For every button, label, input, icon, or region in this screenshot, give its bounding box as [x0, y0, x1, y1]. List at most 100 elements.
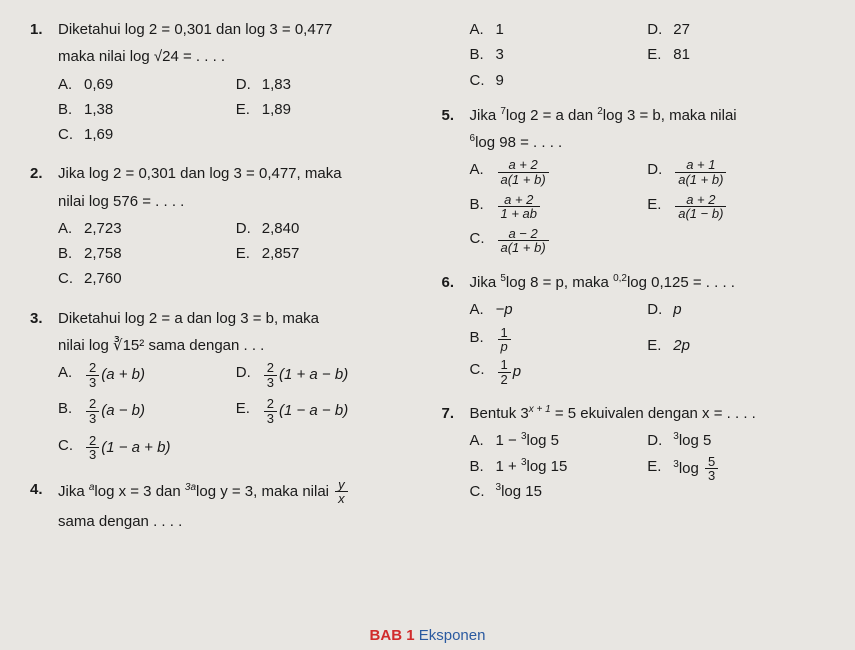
- q2-body: Jika log 2 = 0,301 dan log 3 = 0,477, ma…: [58, 162, 414, 292]
- q3-e-post: (1 − a − b): [279, 402, 348, 419]
- q6-c-letter: C.: [470, 358, 496, 381]
- q5-number: 5.: [442, 104, 470, 257]
- q6-sa: Jika: [470, 274, 501, 291]
- q6-sc: log 0,125 = . . . .: [627, 274, 735, 291]
- q4-number: 4.: [30, 478, 58, 538]
- q1-e-value: 1,89: [262, 98, 291, 121]
- q4-stem-line2: sama dengan . . . .: [58, 510, 414, 533]
- q3-d-value: 23(1 + a − b): [262, 361, 348, 389]
- q7-body: Bentuk 3x + 1 = 5 ekuivalen dengan x = .…: [470, 402, 826, 505]
- q4-a-value: 1: [496, 18, 504, 41]
- q2-d-value: 2,840: [262, 217, 300, 240]
- q4-options-block: A.1 B.3 C.9 D.27 E.81: [442, 18, 826, 94]
- q5-a-value: a + 2a(1 + b): [498, 158, 549, 186]
- q3-b-post: (a − b): [101, 402, 145, 419]
- q5-b-value: a + 21 + ab: [498, 193, 541, 221]
- q7-b-post: log 15: [527, 458, 568, 475]
- q6-b-num: 1: [498, 326, 511, 340]
- q6-e-letter: E.: [647, 334, 673, 357]
- q6-c-value: 12p: [496, 358, 522, 386]
- q6-sb: log 8 = p, maka: [506, 274, 613, 291]
- q2-b-letter: B.: [58, 242, 84, 265]
- q3-b-den: 3: [86, 411, 99, 426]
- q5-s2: log 98 = . . . .: [475, 134, 562, 151]
- q4-b-letter: B.: [470, 43, 496, 66]
- q7-e-den: 3: [705, 468, 718, 483]
- q7-options: A.1 − 3log 5 B.1 + 3log 15 C.3log 15 D.3…: [470, 429, 826, 505]
- q2-a-value: 2,723: [84, 217, 122, 240]
- q1-a-value: 0,69: [84, 73, 113, 96]
- q7-b-pre: 1 +: [496, 458, 521, 475]
- q1-d-value: 1,83: [262, 73, 291, 96]
- q7-d-post: log 5: [679, 432, 712, 449]
- q4-s1a: Jika: [58, 483, 89, 500]
- q6-number: 6.: [442, 271, 470, 388]
- q7-b-letter: B.: [470, 455, 496, 478]
- q4-opts-spacer: [442, 18, 470, 94]
- q5-d-value: a + 1a(1 + b): [675, 158, 726, 186]
- q3-b-letter: B.: [58, 397, 84, 420]
- q4-options: A.1 B.3 C.9 D.27 E.81: [470, 18, 826, 94]
- q3-d-num: 2: [264, 361, 277, 375]
- q1-body: Diketahui log 2 = 0,301 dan log 3 = 0,47…: [58, 18, 414, 148]
- q6-e-value: 2p: [673, 334, 690, 357]
- q6-b-den: p: [498, 339, 511, 354]
- q6-b-letter: B.: [470, 326, 496, 349]
- q7-e-pre: log: [679, 460, 703, 477]
- q1-a-letter: A.: [58, 73, 84, 96]
- q7-number: 7.: [442, 402, 470, 505]
- q3-a-den: 3: [86, 375, 99, 390]
- q1-e-letter: E.: [236, 98, 262, 121]
- q4-s1b: log x = 3 dan: [94, 483, 184, 500]
- q5-a-num: a + 2: [505, 158, 540, 172]
- q5-b-den: 1 + ab: [498, 206, 541, 221]
- q3-c-den: 3: [86, 447, 99, 462]
- q7-sb: = 5 ekuivalen dengan x = . . . .: [551, 405, 756, 422]
- q2-number: 2.: [30, 162, 58, 292]
- q2-stem-line1: Jika log 2 = 0,301 dan log 3 = 0,477, ma…: [58, 162, 414, 185]
- q6-stem: Jika 5log 8 = p, maka 0,2log 0,125 = . .…: [470, 271, 826, 294]
- q2-d-letter: D.: [236, 217, 262, 240]
- q5-a-letter: A.: [470, 158, 496, 181]
- q2-options: A.2,723 B.2,758 C.2,760 D.2,840 E.2,857: [58, 217, 414, 293]
- q4-c-letter: C.: [470, 69, 496, 92]
- question-5: 5. Jika 7log 2 = a dan 2log 3 = b, maka …: [442, 104, 826, 257]
- q6-d-letter: D.: [647, 298, 673, 321]
- q5-e-letter: E.: [647, 193, 673, 216]
- q5-b-num: a + 2: [501, 193, 536, 207]
- q4-frac-num: y: [335, 478, 348, 492]
- q3-stem-line2: nilai log ∛15² sama dengan . . .: [58, 334, 414, 357]
- q5-a-den: a(1 + b): [498, 172, 549, 187]
- q2-e-value: 2,857: [262, 242, 300, 265]
- q7-b-value: 1 + 3log 15: [496, 455, 568, 478]
- q5-e-value: a + 2a(1 − b): [675, 193, 726, 221]
- question-4: 4. Jika alog x = 3 dan 3alog y = 3, maka…: [30, 478, 414, 538]
- q2-a-letter: A.: [58, 217, 84, 240]
- q5-body: Jika 7log 2 = a dan 2log 3 = b, maka nil…: [470, 104, 826, 257]
- q7-c-value: 3log 15: [496, 480, 542, 503]
- q7-d-letter: D.: [647, 429, 673, 452]
- q5-options: A.a + 2a(1 + b) B.a + 21 + ab C.a − 2a(1…: [470, 158, 826, 257]
- question-6: 6. Jika 5log 8 = p, maka 0,2log 0,125 = …: [442, 271, 826, 388]
- q3-a-post: (a + b): [101, 366, 145, 383]
- q5-c-value: a − 2a(1 + b): [498, 227, 549, 255]
- q3-options: A. 23(a + b) B. 23(a − b) C. 23(1 − a + …: [58, 361, 414, 464]
- footer-rest: Eksponen: [415, 627, 486, 644]
- q7-a-post: log 5: [527, 432, 560, 449]
- q3-e-letter: E.: [236, 397, 262, 420]
- q1-stem-line2: maka nilai log √24 = . . . .: [58, 45, 414, 68]
- q7-stem: Bentuk 3x + 1 = 5 ekuivalen dengan x = .…: [470, 402, 826, 425]
- q5-c-den: a(1 + b): [498, 240, 549, 255]
- q3-number: 3.: [30, 307, 58, 464]
- q5-stem-line1: Jika 7log 2 = a dan 2log 3 = b, maka nil…: [470, 104, 826, 127]
- q1-number: 1.: [30, 18, 58, 148]
- q5-d-den: a(1 + b): [675, 172, 726, 187]
- q7-a-letter: A.: [470, 429, 496, 452]
- question-2: 2. Jika log 2 = 0,301 dan log 3 = 0,477,…: [30, 162, 414, 292]
- page-footer: BAB 1 Eksponen: [0, 627, 855, 644]
- q4-stem-line1: Jika alog x = 3 dan 3alog y = 3, maka ni…: [58, 478, 414, 506]
- q3-d-post: (1 + a − b): [279, 366, 348, 383]
- q4-e-letter: E.: [647, 43, 673, 66]
- q1-b-letter: B.: [58, 98, 84, 121]
- q1-options: A.0,69 B.1,38 C.1,69 D.1,83 E.1,89: [58, 73, 414, 149]
